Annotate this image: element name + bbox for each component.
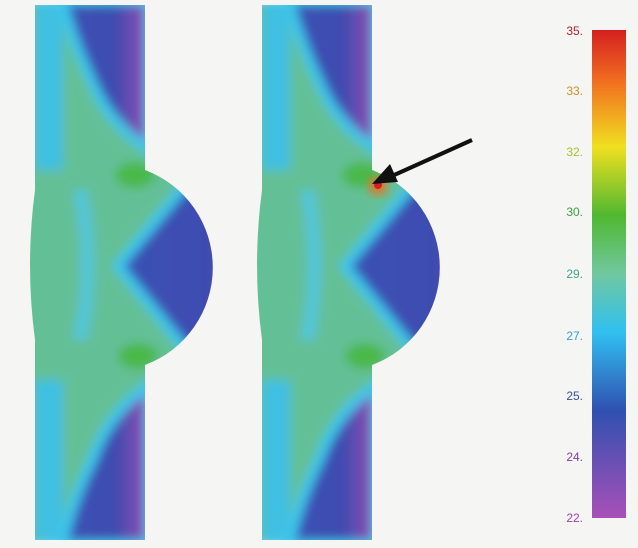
right-specimen: [247, 0, 497, 543]
colorbar-label: 30.: [566, 205, 583, 219]
page: 35. 33. 32. 30. 29. 27. 25. 24. 22. (() …: [0, 0, 638, 543]
colorbar: [592, 30, 626, 518]
figure: 35. 33. 32. 30. 29. 27. 25. 24. 22.: [0, 0, 638, 543]
colorbar-label: 27.: [566, 329, 583, 343]
colorbar-label: 22.: [566, 511, 583, 525]
left-specimen: [20, 0, 270, 543]
colorbar-label: 35.: [566, 24, 583, 38]
colorbar-label: 32.: [566, 145, 583, 159]
arrow: [372, 140, 472, 184]
colorbar-label: 25.: [566, 389, 583, 403]
colorbar-label: 29.: [566, 267, 583, 281]
colorbar-label: 33.: [566, 84, 583, 98]
colorbar-label: 24.: [566, 450, 583, 464]
